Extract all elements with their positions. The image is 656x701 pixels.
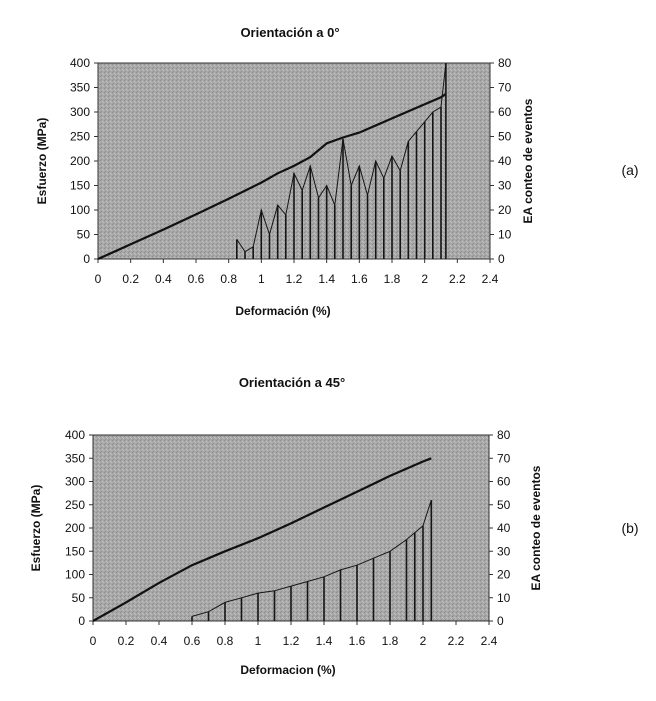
- chart-a-y2-label: EA conteo de eventos: [521, 98, 535, 223]
- chart-b-y-tick-label: 400: [65, 428, 85, 442]
- chart-a-y2-tick-label: 70: [498, 81, 512, 95]
- chart-a-y2-tick-label: 10: [498, 228, 512, 242]
- chart-b-x-tick-label: 1.2: [283, 634, 300, 648]
- chart-b-title: Orientación a 45°: [239, 375, 345, 390]
- chart-a-x-tick-label: 0.8: [220, 272, 237, 286]
- chart-b-y2-tick-label: 10: [497, 591, 511, 605]
- chart-b-x-tick-label: 1: [255, 634, 262, 648]
- chart-b-marks: [92, 457, 433, 622]
- chart-a-y2-tick-label: 50: [498, 130, 512, 144]
- chart-b-y-ticks: 0 50 100 150 200 250 300 350 400: [65, 428, 93, 628]
- chart-a-x-tick-label: 1.2: [286, 272, 303, 286]
- chart-b-x-tick-label: 1.6: [349, 634, 366, 648]
- chart-a-y-tick-label: 0: [83, 252, 90, 266]
- chart-b-x-label: Deformacion (%): [240, 663, 335, 677]
- chart-a-y2-tick-label: 20: [498, 203, 512, 217]
- chart-b-y-tick-label: 350: [65, 451, 85, 465]
- chart-a-x-tick-label: 2.4: [482, 272, 499, 286]
- chart-a-x-label: Deformación (%): [235, 304, 330, 318]
- chart-b-y-tick-label: 0: [78, 614, 85, 628]
- chart-b-y-tick-label: 250: [65, 498, 85, 512]
- chart-b-y2-tick-label: 40: [497, 521, 511, 535]
- chart-b-stress-strain-line: [92, 457, 432, 622]
- chart-b-y-tick-label: 300: [65, 475, 85, 489]
- chart-a-y-tick-label: 50: [77, 228, 91, 242]
- chart-a-x-tick-label: 0.6: [188, 272, 205, 286]
- chart-a-panel-label: (a): [621, 162, 638, 178]
- chart-b-y2-ticks: 0 10 20 30 40 50 60 70 80: [489, 428, 511, 628]
- chart-a-x-ticks: 0 0.2 0.4 0.6 0.8 1 1.2 1.4 1.6 1.8 2 2.2 2.4: [95, 259, 499, 286]
- chart-b-y-tick-label: 100: [65, 568, 85, 582]
- chart-a: Orientación a 0° 05010015020025030035040…: [35, 25, 639, 318]
- chart-b-x-tick-label: 2: [420, 634, 427, 648]
- chart-b-y2-label: EA conteo de eventos: [529, 465, 543, 590]
- chart-a-x-tick-label: 1.4: [318, 272, 335, 286]
- chart-b-x-tick-label: 0.8: [217, 634, 234, 648]
- chart-a-x-tick-label: 1.6: [351, 272, 368, 286]
- chart-b-x-tick-label: 1.4: [316, 634, 333, 648]
- chart-a-y-tick-label: 400: [70, 56, 90, 70]
- chart-a-x-tick-label: 0.2: [122, 272, 139, 286]
- chart-b: Orientación a 45° 0501001502002503003504…: [29, 375, 639, 677]
- chart-b-y2-tick-label: 50: [497, 498, 511, 512]
- chart-a-x-tick-label: 0: [95, 272, 102, 286]
- chart-a-y2-tick-label: 0: [498, 252, 505, 266]
- chart-b-y2-tick-label: 60: [497, 475, 511, 489]
- chart-b-x-tick-label: 0.6: [184, 634, 201, 648]
- chart-b-ae-envelope: [191, 499, 432, 617]
- chart-a-x-tick-label: 0.4: [155, 272, 172, 286]
- chart-a-ae-envelope: [236, 62, 447, 253]
- chart-a-y2-ticks: 0 10 20 30 40 50 60 70 80: [490, 56, 512, 266]
- chart-a-y-label: Esfuerzo (MPa): [35, 118, 49, 205]
- chart-a-x-tick-label: 2: [421, 272, 428, 286]
- chart-a-y-tick-label: 150: [70, 179, 90, 193]
- chart-a-x-tick-label: 1: [258, 272, 265, 286]
- chart-b-y-label: Esfuerzo (MPa): [29, 485, 43, 572]
- chart-a-y-tick-label: 250: [70, 130, 90, 144]
- chart-b-y2-tick-label: 80: [497, 428, 511, 442]
- chart-b-y2-tick-label: 70: [497, 451, 511, 465]
- chart-a-y-ticks: 0 50 100 150 200 250 300 350 400: [70, 56, 98, 266]
- chart-b-x-ticks: 0 0.2 0.4 0.6 0.8 1 1.2 1.4 1.6 1.8 2 2.2 2.4: [90, 621, 498, 648]
- chart-b-x-tick-label: 2.2: [448, 634, 465, 648]
- chart-a-marks: [97, 62, 447, 261]
- chart-b-x-tick-label: 0.4: [151, 634, 168, 648]
- chart-b-y2-tick-label: 20: [497, 568, 511, 582]
- chart-a-y-tick-label: 300: [70, 105, 90, 119]
- chart-b-x-tick-label: 1.8: [382, 634, 399, 648]
- chart-a-y-tick-label: 350: [70, 81, 90, 95]
- chart-a-stress-strain-line: [97, 92, 447, 261]
- chart-b-y-tick-label: 150: [65, 544, 85, 558]
- chart-a-title: Orientación a 0°: [240, 25, 339, 40]
- chart-b-y2-tick-label: 30: [497, 544, 511, 558]
- chart-b-panel-label: (b): [621, 520, 638, 536]
- chart-b-y-tick-label: 200: [65, 521, 85, 535]
- chart-b-x-tick-label: 2.4: [481, 634, 498, 648]
- chart-b-y-tick-label: 50: [72, 591, 86, 605]
- chart-a-x-tick-label: 1.8: [384, 272, 401, 286]
- chart-b-x-tick-label: 0: [90, 634, 97, 648]
- chart-b-x-tick-label: 0.2: [118, 634, 135, 648]
- chart-a-y2-tick-label: 60: [498, 105, 512, 119]
- chart-b-y2-tick-label: 0: [497, 614, 504, 628]
- chart-a-y-tick-label: 200: [70, 154, 90, 168]
- chart-a-y2-tick-label: 30: [498, 179, 512, 193]
- chart-a-y2-tick-label: 80: [498, 56, 512, 70]
- chart-a-y2-tick-label: 40: [498, 154, 512, 168]
- chart-a-x-tick-label: 2.2: [449, 272, 466, 286]
- chart-a-y-tick-label: 100: [70, 203, 90, 217]
